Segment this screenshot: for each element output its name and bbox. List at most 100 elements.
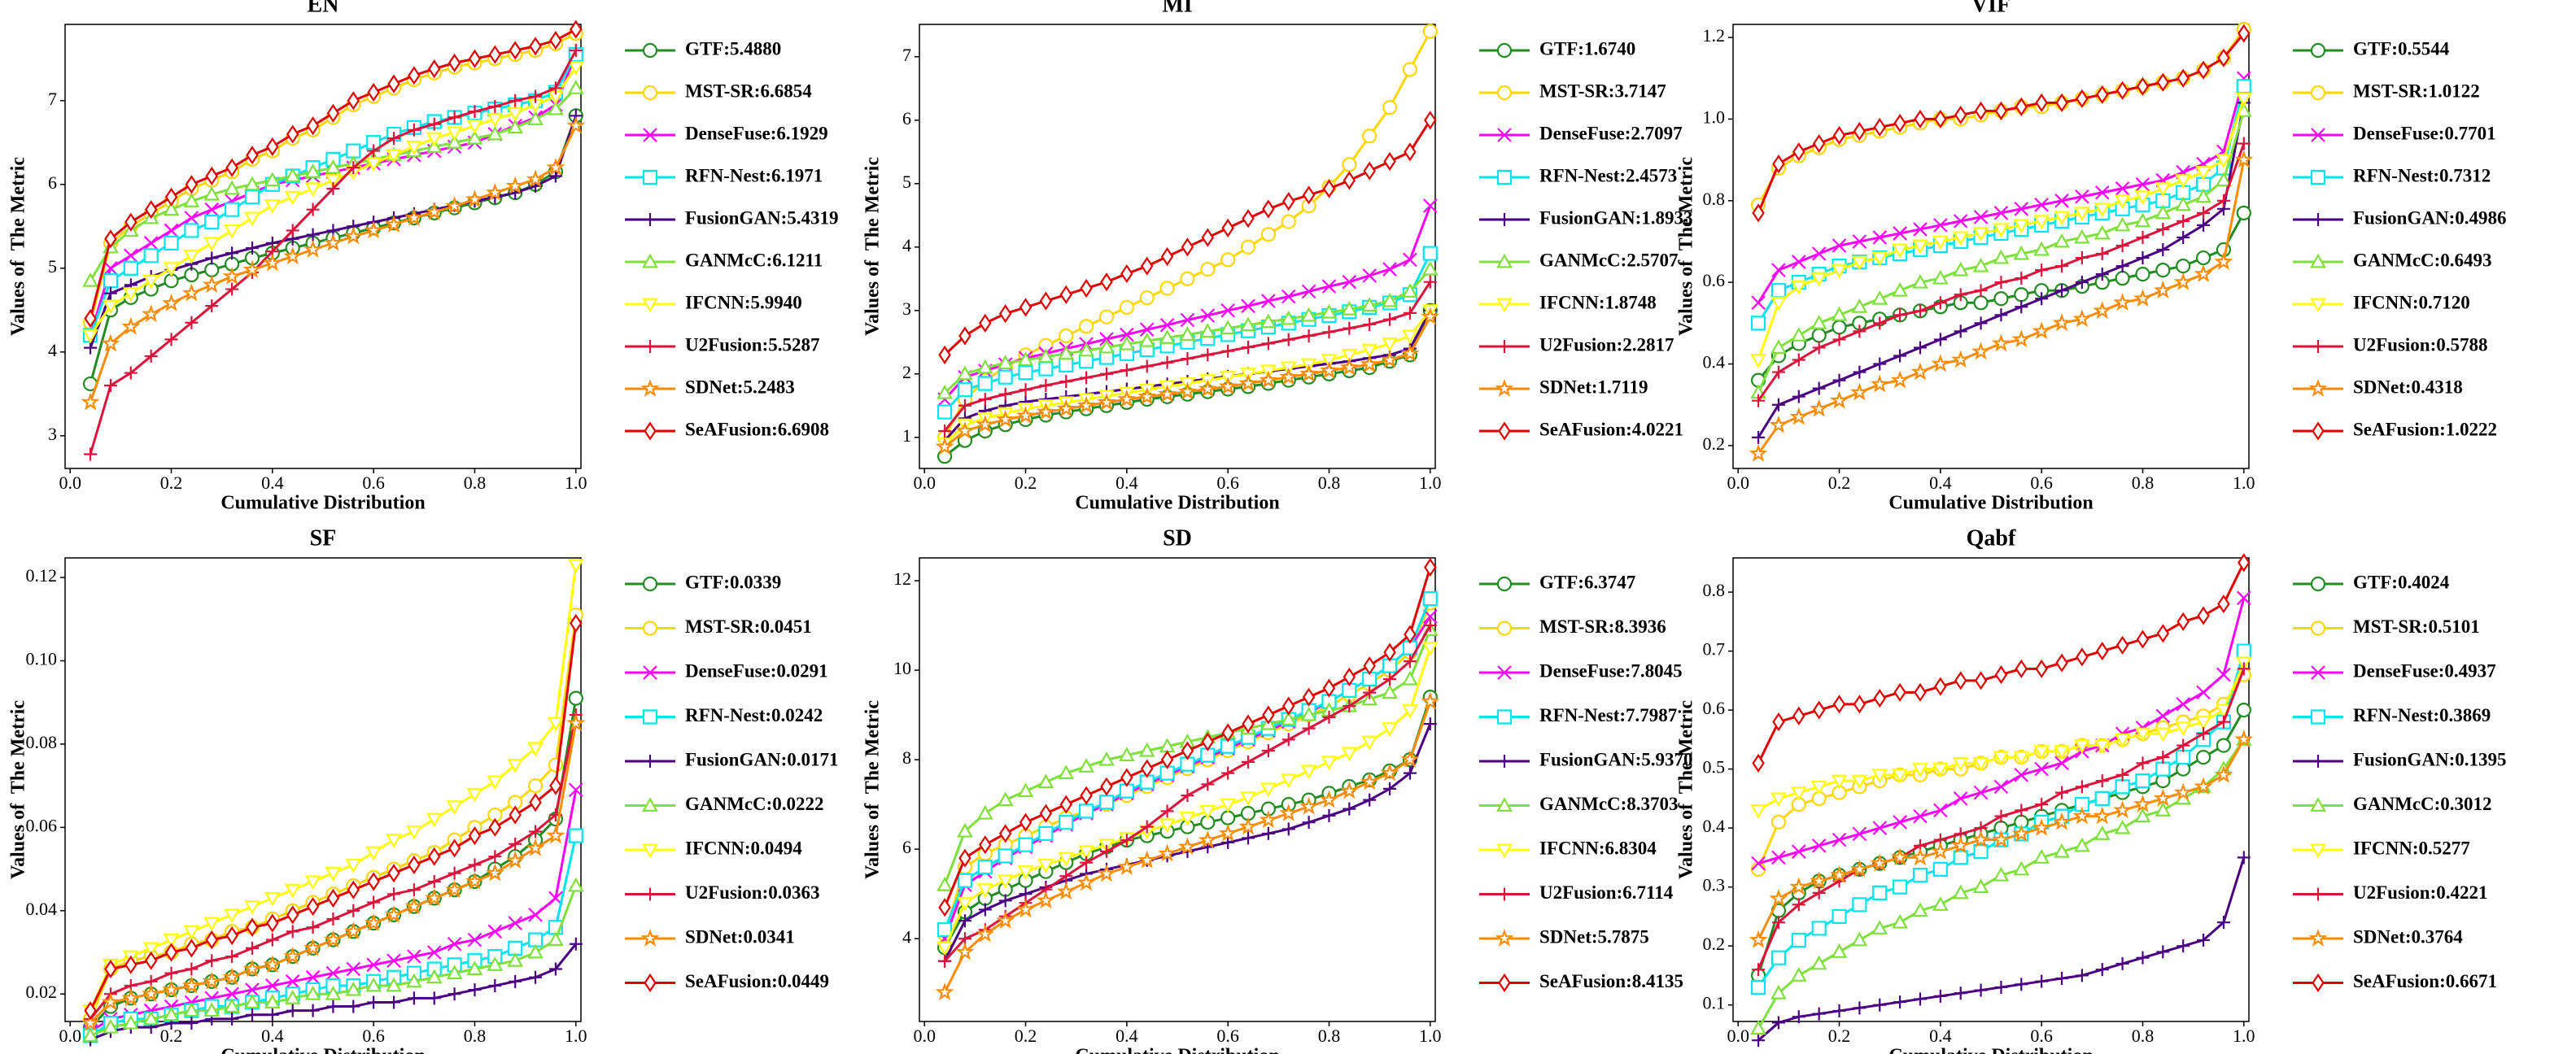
marker <box>1321 279 1337 294</box>
marker <box>1954 105 1967 124</box>
marker <box>2153 788 2172 807</box>
marker <box>1080 856 1094 869</box>
marker <box>528 908 543 922</box>
marker <box>2237 137 2251 150</box>
marker <box>1831 943 1848 958</box>
marker <box>406 825 422 840</box>
legend-marker <box>2310 576 2326 592</box>
marker <box>427 874 441 888</box>
marker <box>1341 348 1358 364</box>
marker <box>1890 847 1910 866</box>
x-tick-label: 1.0 <box>2233 473 2255 493</box>
x-tick-label: 0.4 <box>261 1026 284 1046</box>
marker <box>2234 150 2254 168</box>
marker <box>345 981 362 996</box>
marker <box>162 980 181 998</box>
legend-marker <box>1498 887 1511 901</box>
legend-marker <box>644 421 657 441</box>
marker <box>265 933 279 947</box>
legend-marker <box>2310 253 2326 268</box>
marker <box>937 404 953 420</box>
marker <box>1914 682 1927 702</box>
marker <box>1118 335 1135 351</box>
marker <box>1750 979 1766 995</box>
marker <box>2135 176 2150 192</box>
plot-frame <box>919 557 1436 1022</box>
marker <box>1302 185 1316 205</box>
marker <box>1892 913 1908 929</box>
marker <box>1320 360 1338 379</box>
marker <box>1402 62 1418 77</box>
marker <box>1383 782 1397 795</box>
marker <box>1421 260 1439 276</box>
legend-marker <box>2310 42 2326 59</box>
x-tick-label: 0.6 <box>362 473 385 493</box>
legend-marker <box>2311 128 2325 142</box>
marker <box>1853 365 1867 379</box>
marker <box>2033 745 2050 760</box>
marker <box>1771 398 1785 412</box>
marker <box>2015 300 2028 314</box>
marker <box>242 959 262 978</box>
marker <box>1360 772 1379 790</box>
marker <box>1261 294 1276 308</box>
marker <box>2094 203 2111 218</box>
marker <box>2075 780 2089 794</box>
marker <box>1118 747 1135 762</box>
legend-marker <box>1498 755 1511 768</box>
marker <box>184 211 199 225</box>
marker <box>427 991 441 1005</box>
marker <box>142 984 161 1002</box>
marker <box>2093 806 2112 825</box>
marker <box>1200 262 1216 277</box>
marker <box>1893 682 1906 702</box>
legend-marker <box>1496 42 1513 59</box>
marker <box>164 966 178 980</box>
marker <box>2095 774 2109 788</box>
marker <box>1321 354 1338 368</box>
y-tick-label: 10 <box>893 658 911 678</box>
marker <box>142 274 159 290</box>
marker <box>979 835 992 855</box>
marker <box>2134 727 2151 743</box>
marker <box>1260 313 1277 329</box>
marker <box>284 190 301 206</box>
marker <box>326 888 340 908</box>
marker <box>367 144 381 158</box>
marker <box>202 275 221 294</box>
marker <box>428 847 441 866</box>
marker <box>446 800 463 816</box>
marker <box>2014 768 2029 782</box>
marker <box>2055 972 2069 986</box>
marker <box>1972 227 1989 242</box>
y-axis-label: Values of The Metric <box>862 157 884 336</box>
marker <box>1852 897 1867 912</box>
marker <box>1159 818 1176 834</box>
marker <box>1098 309 1115 324</box>
marker <box>245 1008 259 1021</box>
marker <box>1017 865 1034 880</box>
marker <box>264 994 281 1008</box>
marker <box>935 982 954 1000</box>
marker <box>548 169 562 183</box>
marker <box>1811 328 1827 343</box>
marker <box>527 742 544 757</box>
marker <box>1792 142 1805 162</box>
marker <box>1099 367 1113 381</box>
marker <box>1952 231 1969 246</box>
legend-marker <box>1496 709 1513 725</box>
marker <box>938 345 951 364</box>
marker <box>1221 835 1235 849</box>
legend-label: SeAFusion:0.6671 <box>2353 971 2497 991</box>
marker <box>242 259 262 278</box>
y-tick-label: 1.2 <box>1703 25 1726 46</box>
marker <box>2133 795 2152 812</box>
x-tick-label: 0.6 <box>2030 473 2053 493</box>
marker <box>2095 247 2109 261</box>
marker <box>103 261 118 276</box>
marker <box>1993 249 2010 264</box>
x-tick-label: 1.0 <box>2233 1026 2255 1046</box>
marker <box>326 103 340 123</box>
marker <box>1873 357 1887 371</box>
marker <box>2115 259 2129 273</box>
